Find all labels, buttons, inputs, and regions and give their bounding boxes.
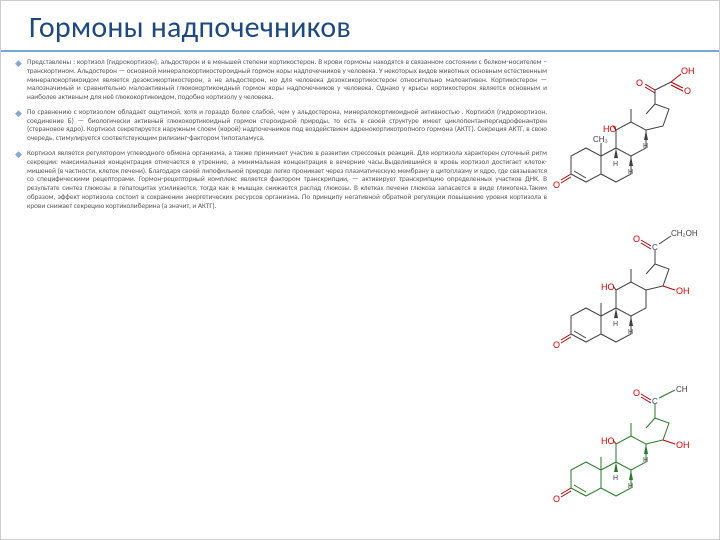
title-bar: Гормоны надпочечников [1, 1, 719, 52]
corticosterone-structure: O HO OH C O CH H H H [551, 380, 711, 520]
bullet-icon: ◆ [15, 58, 27, 102]
bullet-item-1: ◆ Представлены : кортизол (гидрокортизон… [15, 58, 547, 102]
paragraph-1: Представлены : кортизол (гидрокортизон),… [27, 58, 547, 102]
svg-text:O: O [633, 388, 640, 398]
svg-text:CH₂OH: CH₂OH [671, 229, 698, 238]
svg-text:C: C [652, 243, 658, 252]
o-label: O [684, 86, 691, 96]
svg-text:CH₃: CH₃ [593, 135, 608, 144]
content-area: ◆ Представлены : кортизол (гидрокортизон… [1, 52, 719, 528]
svg-text:H: H [613, 161, 618, 168]
text-column: ◆ Представлены : кортизол (гидрокортизон… [15, 58, 547, 520]
svg-text:OH: OH [676, 440, 690, 450]
svg-text:CH: CH [676, 385, 688, 394]
paragraph-2: По сравнению с кортизолом обладает ощути… [27, 108, 547, 143]
cortisol-structure: O HO OH C O CH₂OH H H [551, 222, 711, 362]
ho-label: HO [603, 124, 617, 134]
svg-text:H: H [643, 457, 648, 464]
bullet-item-3: ◆ Кортизол является регулятором углеводн… [15, 149, 547, 210]
svg-text:O: O [553, 340, 560, 350]
svg-text:H: H [613, 475, 618, 482]
slide-title: Гормоны надпочечников [29, 9, 719, 46]
paragraph-3: Кортизол является регулятором углеводног… [27, 149, 547, 210]
svg-text:OH: OH [676, 286, 690, 296]
o-label: O [553, 180, 560, 190]
svg-text:H: H [628, 483, 633, 490]
svg-text:HO: HO [601, 282, 615, 292]
bullet-item-2: ◆ По сравнению с кортизолом обладает ощу… [15, 108, 547, 143]
svg-text:C: C [652, 397, 658, 406]
bullet-icon: ◆ [15, 149, 27, 210]
svg-text:H: H [613, 321, 618, 328]
oh-label: OH [681, 66, 695, 76]
svg-text:O: O [553, 494, 560, 504]
svg-text:O: O [633, 234, 640, 244]
svg-text:HO: HO [601, 436, 615, 446]
figures-column: O HO O OH O H H H CH₃ [551, 58, 711, 520]
aldosterone-structure: O HO O OH O H H H CH₃ [551, 64, 711, 204]
o-label: O [636, 78, 643, 88]
bullet-icon: ◆ [15, 108, 27, 143]
svg-text:H: H [628, 329, 633, 336]
svg-text:H: H [628, 169, 633, 176]
svg-text:H: H [643, 143, 648, 150]
